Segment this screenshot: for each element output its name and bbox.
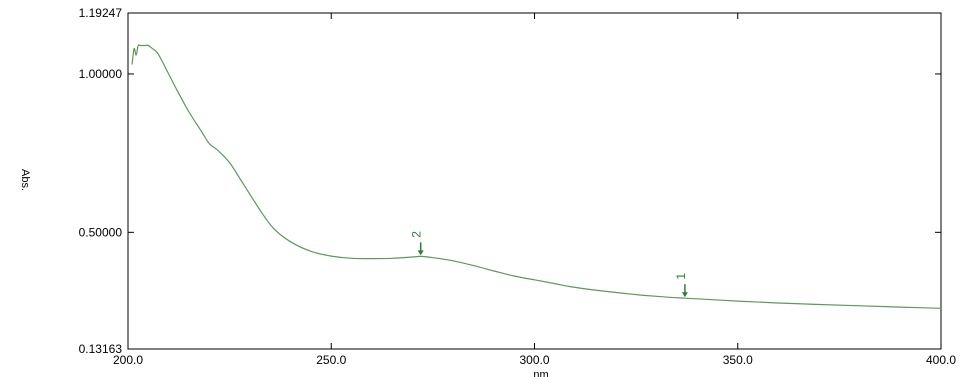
peak-arrow-head [417,250,424,256]
y-axis-label: Abs. [19,169,31,191]
x-tick-label: 200.0 [113,353,143,367]
tick-marks [128,13,941,349]
x-tick-label: 350.0 [723,353,753,367]
y-tick-label: 0.13163 [79,342,123,356]
y-tick-label: 1.19247 [79,6,123,20]
y-tick-label: 0.50000 [79,225,123,239]
peak-markers: 12 [410,231,688,298]
x-tick-labels: 200.0 250.0 300.0 350.0 400.0 [113,353,956,367]
spectrum-line [131,44,942,309]
x-tick-label: 300.0 [519,353,549,367]
plot-frame [127,12,942,350]
peak-marker-1: 1 [674,273,688,298]
x-tick-label: 250.0 [316,353,346,367]
x-tick-label: 400.0 [926,353,956,367]
peak-arrow-head [681,292,688,298]
x-axis-label: nm [533,369,548,377]
peak-label: 2 [410,231,424,238]
y-tick-labels: 0.13163 0.50000 1.00000 1.19247 [79,6,123,356]
y-tick-label: 1.00000 [79,67,123,81]
peak-marker-2: 2 [410,231,424,256]
peak-label: 1 [674,273,688,280]
